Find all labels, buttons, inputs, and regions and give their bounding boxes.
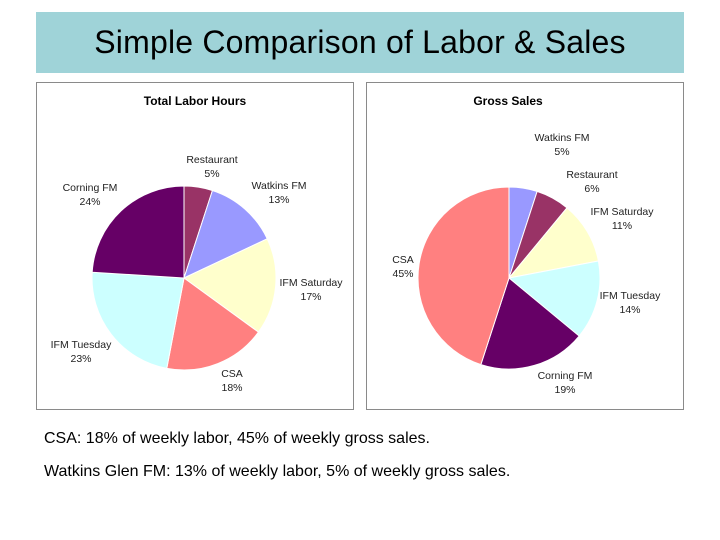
gross-sales-label-restaurant: Restaurant 6% — [566, 169, 617, 195]
note-watkins: Watkins Glen FM: 13% of weekly labor, 5%… — [44, 463, 511, 480]
gross-sales-slice-ifm-tuesday — [507, 260, 601, 337]
gross-sales-chart: Gross Sales Watkins FM 5% Restaurant 6% IFM S… — [366, 82, 684, 410]
gross-sales-label-ifm-tuesday: IFM Tuesday 14% — [600, 290, 661, 316]
total-labor-hours-label-ifm-saturday: IFM Saturday 17% — [279, 277, 343, 303]
gross-sales-pie-svg: Gross Sales Watkins FM 5% Restaurant 6% IFM S… — [392, 94, 661, 396]
total-labor-hours-label-corning-fm: Corning FM 24% — [63, 182, 118, 208]
total-labor-hours-title: Total Labor Hours — [144, 94, 247, 108]
total-labor-hours-label-ifm-tuesday: IFM Tuesday 23% — [51, 339, 112, 365]
total-labor-hours-slice-ifm-saturday — [183, 238, 277, 333]
gross-sales-label-watkins-fm: Watkins FM 5% — [534, 132, 589, 158]
gross-sales-title: Gross Sales — [473, 94, 543, 108]
total-labor-hours-slice-corning-fm — [91, 185, 185, 279]
gross-sales-label-corning-fm: Corning FM 19% — [538, 370, 593, 396]
gross-sales-label-csa: CSA 45% — [392, 254, 414, 280]
total-labor-hours-label-restaurant: Restaurant 5% — [186, 154, 237, 180]
total-labor-hours-label-csa: CSA 18% — [221, 368, 243, 394]
gross-sales-slice-csa — [417, 186, 510, 366]
notes: CSA: 18% of weekly labor, 45% of weekly … — [44, 430, 510, 496]
note-csa: CSA: 18% of weekly labor, 45% of weekly … — [44, 430, 430, 447]
total-labor-hours-slice-ifm-tuesday — [91, 271, 185, 369]
slide-title: Simple Comparison of Labor & Sales — [94, 24, 626, 60]
total-labor-hours-slice-csa — [166, 277, 260, 371]
total-labor-hours-slice-watkins-fm — [183, 189, 268, 279]
slide-title-bar: Simple Comparison of Labor & Sales — [36, 12, 684, 73]
gross-sales-slice-corning-fm — [480, 277, 580, 370]
labor-hours-pie-svg: Total Labor Hours Restaurant 5% Watkins FM 1… — [51, 94, 344, 394]
labor-hours-chart: Total Labor Hours Restaurant 5% Watkins FM 1… — [36, 82, 354, 410]
total-labor-hours-label-watkins-fm: Watkins FM 13% — [251, 180, 306, 206]
gross-sales-label-ifm-saturday: IFM Saturday 11% — [590, 206, 654, 232]
